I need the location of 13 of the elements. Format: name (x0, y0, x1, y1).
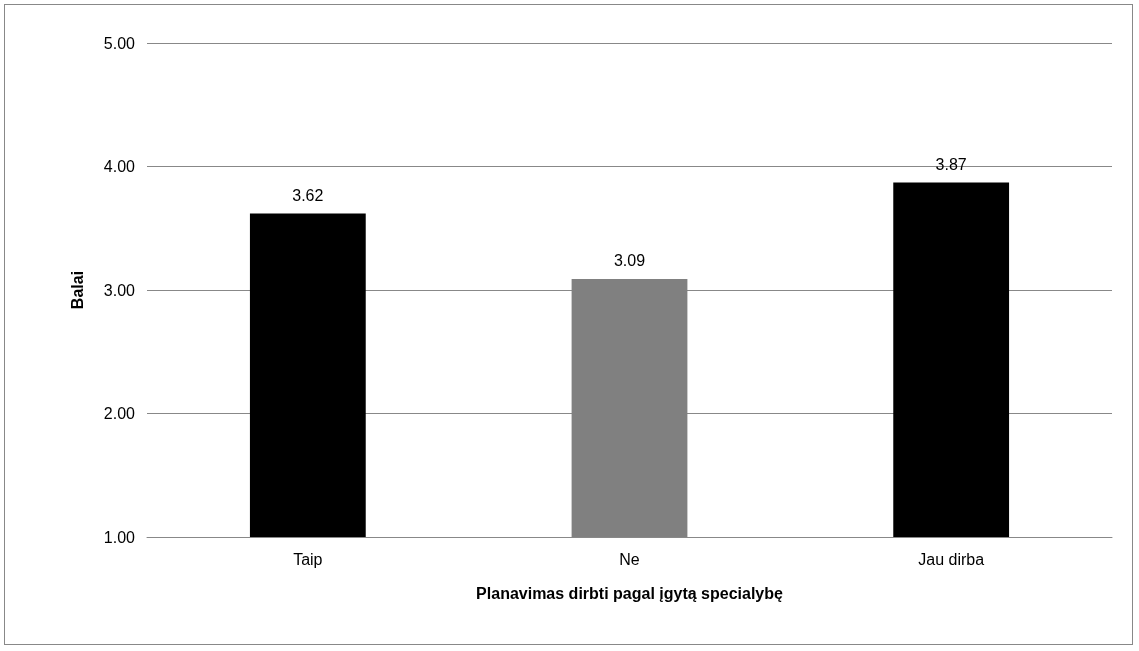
y-tick-label: 1.00 (103, 528, 136, 546)
y-tick-label: 4.00 (103, 158, 136, 175)
y-tick-label: 3.00 (103, 281, 136, 299)
x-tick-label: Taip (293, 550, 323, 568)
data-label: 3.62 (292, 186, 324, 204)
x-axis-title: Planavimas dirbti pagal įgytą specialybę (476, 584, 783, 602)
x-tick-label: Jau dirba (918, 550, 985, 568)
x-tick-label: Ne (619, 550, 640, 568)
y-tick-label: 2.00 (103, 405, 136, 422)
data-label: 3.87 (935, 156, 967, 174)
y-axis-title: Balai (68, 270, 86, 310)
y-tick-label: 5.00 (103, 34, 136, 52)
data-label: 3.09 (613, 252, 646, 270)
